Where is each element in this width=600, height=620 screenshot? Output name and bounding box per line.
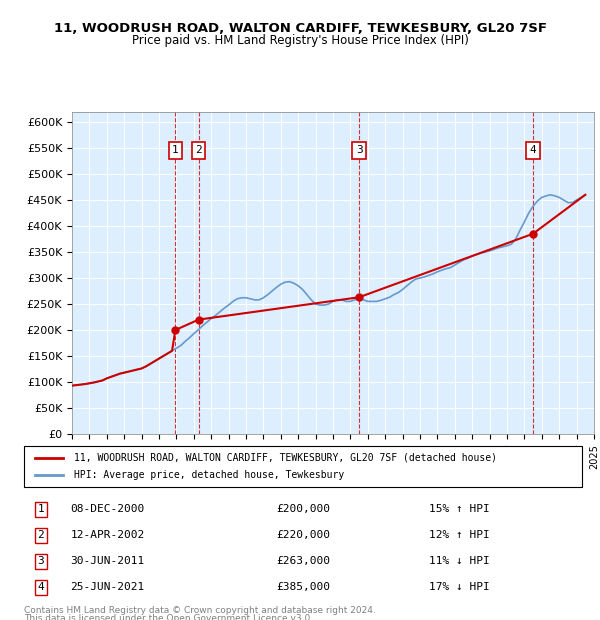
Text: 15% ↑ HPI: 15% ↑ HPI [429, 504, 490, 515]
Text: £263,000: £263,000 [276, 556, 330, 567]
Text: Price paid vs. HM Land Registry's House Price Index (HPI): Price paid vs. HM Land Registry's House … [131, 34, 469, 47]
Text: 17% ↓ HPI: 17% ↓ HPI [429, 582, 490, 593]
Text: 11, WOODRUSH ROAD, WALTON CARDIFF, TEWKESBURY, GL20 7SF: 11, WOODRUSH ROAD, WALTON CARDIFF, TEWKE… [53, 22, 547, 35]
FancyBboxPatch shape [24, 446, 582, 487]
Text: HPI: Average price, detached house, Tewkesbury: HPI: Average price, detached house, Tewk… [74, 471, 344, 480]
Text: 08-DEC-2000: 08-DEC-2000 [71, 504, 145, 515]
Text: 12% ↑ HPI: 12% ↑ HPI [429, 530, 490, 541]
Text: 11, WOODRUSH ROAD, WALTON CARDIFF, TEWKESBURY, GL20 7SF (detached house): 11, WOODRUSH ROAD, WALTON CARDIFF, TEWKE… [74, 453, 497, 463]
Text: 3: 3 [37, 556, 44, 567]
Text: This data is licensed under the Open Government Licence v3.0.: This data is licensed under the Open Gov… [24, 614, 313, 620]
Text: 30-JUN-2011: 30-JUN-2011 [71, 556, 145, 567]
Text: 11% ↓ HPI: 11% ↓ HPI [429, 556, 490, 567]
Text: 12-APR-2002: 12-APR-2002 [71, 530, 145, 541]
Text: £385,000: £385,000 [276, 582, 330, 593]
Text: 4: 4 [37, 582, 44, 593]
Text: 2: 2 [195, 145, 202, 155]
Text: 1: 1 [37, 504, 44, 515]
Text: 1: 1 [172, 145, 179, 155]
Text: 2: 2 [37, 530, 44, 541]
Text: 25-JUN-2021: 25-JUN-2021 [71, 582, 145, 593]
Text: Contains HM Land Registry data © Crown copyright and database right 2024.: Contains HM Land Registry data © Crown c… [24, 606, 376, 616]
Text: 3: 3 [356, 145, 362, 155]
Text: £200,000: £200,000 [276, 504, 330, 515]
Text: £220,000: £220,000 [276, 530, 330, 541]
Text: 4: 4 [530, 145, 536, 155]
